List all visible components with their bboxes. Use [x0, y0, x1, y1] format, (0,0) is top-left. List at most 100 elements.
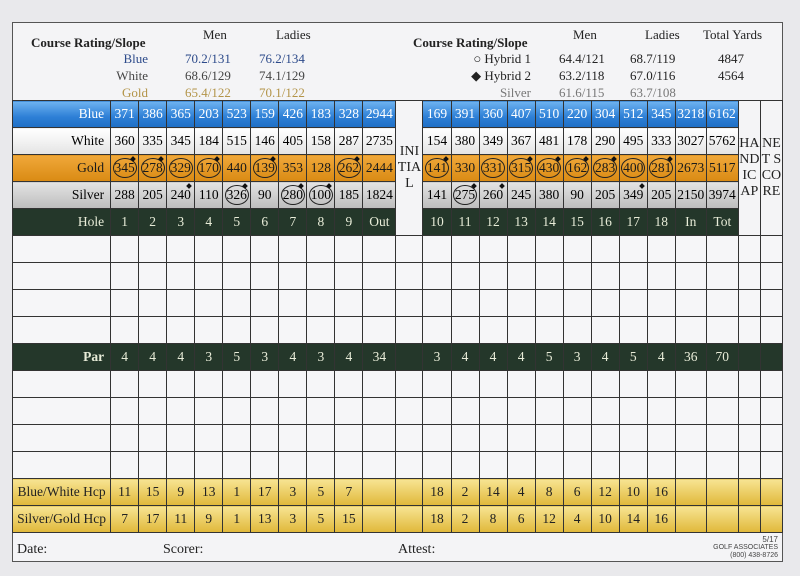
score-cell[interactable]: [674, 316, 707, 344]
score-cell[interactable]: [334, 316, 364, 344]
score-cell[interactable]: [450, 235, 480, 263]
score-cell[interactable]: [618, 316, 648, 344]
score-cell[interactable]: [674, 370, 707, 398]
score-cell[interactable]: [618, 235, 648, 263]
score-cell[interactable]: [334, 424, 364, 452]
score-cell[interactable]: [450, 397, 480, 425]
score-cell[interactable]: [705, 235, 739, 263]
score-cell[interactable]: [590, 370, 620, 398]
score-cell[interactable]: [166, 424, 196, 452]
score-cell[interactable]: [737, 424, 761, 452]
score-cell[interactable]: [674, 262, 707, 290]
score-cell[interactable]: [166, 316, 196, 344]
score-cell[interactable]: [138, 451, 168, 479]
score-cell[interactable]: [674, 451, 707, 479]
score-cell[interactable]: [759, 451, 784, 479]
score-cell[interactable]: [250, 316, 280, 344]
score-cell[interactable]: [422, 370, 452, 398]
score-cell[interactable]: [110, 397, 140, 425]
score-cell[interactable]: [422, 235, 452, 263]
score-cell[interactable]: [478, 451, 508, 479]
score-cell[interactable]: [450, 289, 480, 317]
score-cell[interactable]: [422, 316, 452, 344]
score-cell[interactable]: [250, 451, 280, 479]
score-cell[interactable]: [450, 370, 480, 398]
score-cell[interactable]: [422, 424, 452, 452]
score-cell[interactable]: [138, 424, 168, 452]
score-cell[interactable]: [478, 370, 508, 398]
score-cell[interactable]: [618, 451, 648, 479]
score-cell[interactable]: [194, 262, 224, 290]
score-cell[interactable]: [705, 451, 739, 479]
score-cell[interactable]: [222, 451, 252, 479]
score-cell[interactable]: [222, 370, 252, 398]
score-cell[interactable]: [278, 262, 308, 290]
score-cell[interactable]: [362, 370, 397, 398]
score-cell[interactable]: [705, 289, 739, 317]
score-cell[interactable]: [618, 397, 648, 425]
score-cell[interactable]: [506, 289, 536, 317]
score-cell[interactable]: [362, 451, 397, 479]
score-cell[interactable]: [506, 424, 536, 452]
score-cell[interactable]: [110, 451, 140, 479]
score-cell[interactable]: [395, 397, 424, 425]
score-cell[interactable]: [194, 451, 224, 479]
score-cell[interactable]: [737, 397, 761, 425]
score-cell[interactable]: [395, 316, 424, 344]
score-cell[interactable]: [590, 451, 620, 479]
score-cell[interactable]: [618, 262, 648, 290]
score-cell[interactable]: [534, 451, 564, 479]
score-cell[interactable]: [278, 370, 308, 398]
score-cell[interactable]: [759, 289, 784, 317]
score-cell[interactable]: [250, 235, 280, 263]
score-cell[interactable]: [334, 235, 364, 263]
score-cell[interactable]: [306, 370, 336, 398]
score-cell[interactable]: [362, 397, 397, 425]
score-cell[interactable]: [334, 397, 364, 425]
score-cell[interactable]: [674, 289, 707, 317]
score-cell[interactable]: [306, 397, 336, 425]
score-cell[interactable]: [334, 451, 364, 479]
score-cell[interactable]: [534, 370, 564, 398]
score-cell[interactable]: [138, 370, 168, 398]
score-cell[interactable]: [562, 262, 592, 290]
score-cell[interactable]: [674, 424, 707, 452]
score-cell[interactable]: [362, 424, 397, 452]
score-cell[interactable]: [166, 289, 196, 317]
score-cell[interactable]: [759, 424, 784, 452]
score-cell[interactable]: [646, 397, 676, 425]
score-cell[interactable]: [194, 235, 224, 263]
score-cell[interactable]: [590, 316, 620, 344]
score-cell[interactable]: [362, 262, 397, 290]
score-cell[interactable]: [705, 316, 739, 344]
score-cell[interactable]: [478, 289, 508, 317]
score-cell[interactable]: [737, 289, 761, 317]
score-cell[interactable]: [395, 289, 424, 317]
score-cell[interactable]: [450, 424, 480, 452]
score-cell[interactable]: [450, 316, 480, 344]
score-cell[interactable]: [250, 370, 280, 398]
score-cell[interactable]: [306, 262, 336, 290]
score-cell[interactable]: [110, 424, 140, 452]
score-cell[interactable]: [534, 424, 564, 452]
score-cell[interactable]: [506, 370, 536, 398]
score-cell[interactable]: [759, 370, 784, 398]
score-cell[interactable]: [737, 316, 761, 344]
score-cell[interactable]: [395, 262, 424, 290]
score-cell[interactable]: [759, 316, 784, 344]
score-cell[interactable]: [250, 424, 280, 452]
score-cell[interactable]: [646, 316, 676, 344]
score-cell[interactable]: [138, 316, 168, 344]
score-cell[interactable]: [705, 262, 739, 290]
score-cell[interactable]: [705, 424, 739, 452]
score-cell[interactable]: [506, 451, 536, 479]
score-cell[interactable]: [737, 370, 761, 398]
score-cell[interactable]: [618, 424, 648, 452]
score-cell[interactable]: [194, 424, 224, 452]
score-cell[interactable]: [737, 451, 761, 479]
score-cell[interactable]: [194, 289, 224, 317]
score-cell[interactable]: [334, 370, 364, 398]
score-cell[interactable]: [534, 289, 564, 317]
score-cell[interactable]: [194, 316, 224, 344]
score-cell[interactable]: [618, 370, 648, 398]
